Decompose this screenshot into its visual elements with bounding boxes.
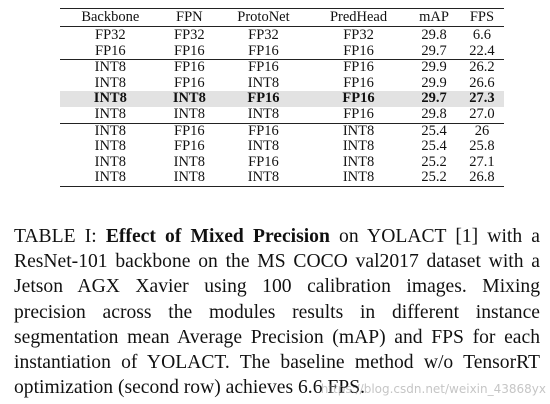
cell-map: 25.4 (421, 138, 447, 155)
table-row-highlighted: INT8 INT8 FP16 FP16 29.7 27.3 (60, 91, 504, 107)
cell-fpn: INT8 (173, 153, 206, 170)
cell-predhead: INT8 (342, 138, 375, 155)
cell-protonet: INT8 (247, 74, 280, 91)
cell-fps: 26.8 (459, 169, 504, 187)
header-map: mAP (408, 8, 460, 27)
cell-map: 29.9 (421, 74, 447, 91)
header-protonet: ProtoNet (218, 8, 309, 27)
cell-fpn: FP32 (174, 27, 205, 43)
cell-backbone: INT8 (60, 91, 161, 107)
cell-predhead: FP32 (343, 27, 374, 43)
cell-map: 29.7 (408, 91, 460, 107)
cell-predhead: FP16 (308, 91, 409, 107)
cell-map: 29.7 (421, 42, 447, 59)
header-backbone: Backbone (60, 8, 161, 27)
cell-backbone: INT8 (94, 138, 127, 155)
cell-map: 25.2 (408, 169, 460, 187)
cell-protonet: FP16 (248, 153, 279, 170)
cell-predhead: FP16 (343, 105, 374, 122)
table-row: INT8 FP16 INT8 FP16 29.9 26.6 (60, 74, 504, 92)
table-row: INT8 INT8 FP16 INT8 25.2 27.1 (60, 153, 504, 171)
cell-map: 25.4 (408, 122, 460, 140)
table-caption: TABLE I: Effect of Mixed Precision on YO… (14, 224, 540, 400)
caption-title: Effect of Mixed Precision (105, 226, 330, 247)
header-row: Backbone FPN ProtoNet PredHead mAP FPS (60, 8, 504, 27)
cell-fpn: FP16 (160, 122, 219, 140)
cell-backbone: INT8 (94, 105, 127, 122)
table-row: INT8 FP16 FP16 INT8 25.4 26 (60, 122, 504, 140)
cell-fps: 26 (459, 122, 504, 140)
cell-fps: 22.4 (469, 42, 495, 59)
cell-protonet: FP16 (248, 42, 279, 59)
cell-predhead: INT8 (308, 169, 409, 187)
cell-fpn: FP16 (174, 74, 205, 91)
cell-fps: 26.2 (459, 59, 504, 76)
cell-protonet: FP16 (218, 122, 309, 140)
cell-fps: 27.0 (469, 105, 495, 122)
cell-backbone: INT8 (60, 169, 161, 187)
cell-fps: 26.6 (469, 74, 495, 91)
cell-fpn: FP16 (174, 42, 205, 59)
table-header: Backbone FPN ProtoNet PredHead mAP FPS (60, 8, 504, 27)
cell-backbone: FP16 (95, 42, 126, 59)
header-fpn: FPN (160, 8, 219, 27)
results-table: Backbone FPN ProtoNet PredHead mAP FPS F… (60, 8, 504, 187)
cell-predhead: INT8 (342, 153, 375, 170)
caption-label: TABLE I: (14, 226, 106, 247)
cell-protonet: INT8 (247, 138, 280, 155)
cell-backbone: INT8 (94, 153, 127, 170)
cell-predhead: FP16 (343, 74, 374, 91)
header-predhead: PredHead (308, 8, 409, 27)
cell-protonet: FP16 (218, 59, 309, 76)
cell-map: 29.9 (408, 59, 460, 76)
cell-protonet: INT8 (247, 105, 280, 122)
cell-fps: 27.3 (459, 91, 504, 107)
cell-map: 29.8 (421, 27, 447, 43)
table-row: INT8 INT8 INT8 FP16 29.8 27.0 (60, 105, 504, 123)
cell-protonet: FP32 (248, 27, 279, 43)
table-group-fp16-predhead: INT8 FP16 FP16 FP16 29.9 26.2 INT8 FP16 … (60, 59, 504, 123)
cell-fpn: INT8 (160, 169, 219, 187)
cell-predhead: FP16 (343, 42, 374, 59)
caption-text: on YOLACT [1] with a ResNet-101 backbone… (14, 226, 540, 399)
cell-map: 25.2 (421, 153, 447, 170)
table-group-baseline: FP32 FP32 FP32 FP32 29.8 6.6 FP16 FP16 F… (60, 27, 504, 60)
table-row: INT8 FP16 FP16 FP16 29.9 26.2 (60, 59, 504, 76)
table-row: INT8 INT8 INT8 INT8 25.2 26.8 (60, 169, 504, 187)
header-fps: FPS (459, 8, 504, 27)
table-row: FP16 FP16 FP16 FP16 29.7 22.4 (60, 42, 504, 60)
cell-predhead: INT8 (308, 122, 409, 140)
cell-backbone: INT8 (60, 122, 161, 140)
cell-protonet: FP16 (218, 91, 309, 107)
cell-map: 29.8 (421, 105, 447, 122)
table-row: INT8 FP16 INT8 INT8 25.4 25.8 (60, 139, 504, 155)
cell-predhead: FP16 (308, 59, 409, 76)
table-group-int8-predhead: INT8 FP16 FP16 INT8 25.4 26 INT8 FP16 IN… (60, 122, 504, 187)
cell-fpn: INT8 (173, 105, 206, 122)
cell-protonet: INT8 (218, 169, 309, 187)
cell-backbone: FP32 (95, 27, 126, 43)
cell-backbone: INT8 (94, 74, 127, 91)
cell-backbone: INT8 (60, 59, 161, 76)
cell-fpn: INT8 (160, 91, 219, 107)
cell-fpn: FP16 (160, 59, 219, 76)
cell-fps: 27.1 (469, 153, 495, 170)
cell-fpn: FP16 (174, 138, 205, 155)
cell-fps: 6.6 (472, 27, 492, 43)
cell-fps: 25.8 (469, 138, 495, 155)
watermark: https://blog.csdn.net/weixin_43868yx (320, 382, 546, 396)
table-row: FP32 FP32 FP32 FP32 29.8 6.6 (60, 27, 504, 44)
